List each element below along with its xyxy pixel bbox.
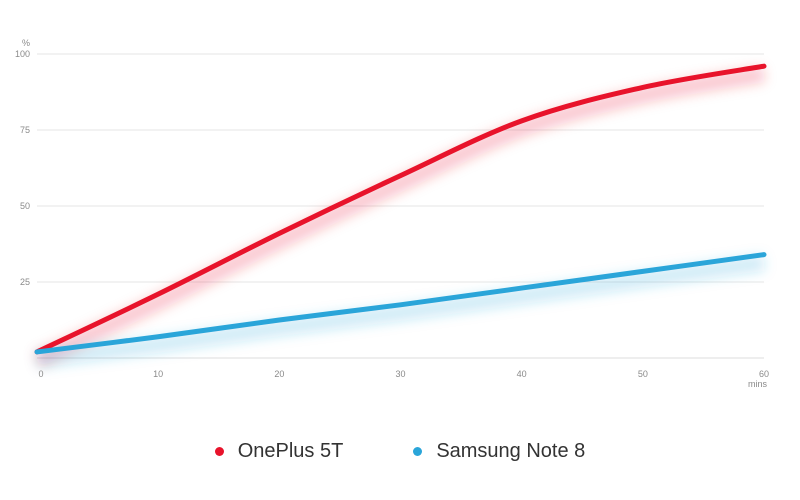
x-tick-label: 20 <box>274 369 284 379</box>
legend-marker-oneplus <box>214 447 224 456</box>
x-tick-label: 40 <box>517 369 527 379</box>
x-axis-unit-label: mins <box>748 379 768 389</box>
x-tick-label: 0 <box>38 369 43 379</box>
y-tick-label: 25 <box>20 277 30 287</box>
y-tick-label: 75 <box>20 125 30 135</box>
legend-label-samsung: Samsung Note 8 <box>436 440 586 462</box>
series-glows <box>33 66 766 368</box>
x-axis-ticks: 0 10 20 30 40 50 60 <box>38 369 769 379</box>
legend-item-samsung: Samsung Note 8 <box>413 440 585 463</box>
line-chart: 25 50 75 100 0 10 20 30 40 50 60 % mins <box>15 38 769 389</box>
legend-item-oneplus: OnePlus 5T <box>214 440 344 463</box>
series-line-1 <box>34 252 767 355</box>
y-tick-label: 50 <box>20 201 30 211</box>
series-line-0 <box>34 63 767 355</box>
legend-label-oneplus: OnePlus 5T <box>237 440 344 462</box>
x-tick-label: 10 <box>153 369 163 379</box>
x-tick-label: 60 <box>759 369 769 379</box>
y-tick-label: 100 <box>15 49 30 59</box>
x-tick-label: 30 <box>395 369 405 379</box>
y-axis-ticks: 25 50 75 100 <box>15 49 30 287</box>
series-glow-1 <box>36 254 766 368</box>
y-axis-unit-label: % <box>22 38 30 48</box>
x-tick-label: 50 <box>638 369 648 379</box>
series-glow-0 <box>33 66 766 368</box>
legend: OnePlus 5T Samsung Note 8 <box>0 440 800 463</box>
legend-marker-samsung <box>413 447 423 456</box>
series-lines <box>34 63 767 355</box>
